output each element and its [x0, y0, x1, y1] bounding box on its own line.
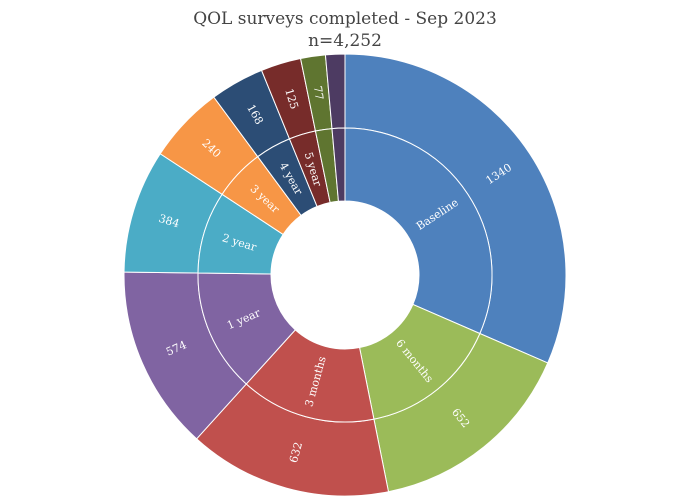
value-label-3-months: 632 [287, 441, 305, 465]
chart-subtitle: n=4,252 [308, 31, 382, 51]
outer-ring [123, 53, 567, 497]
inner-segment-unnamed-9 [331, 127, 346, 202]
inner-ring [197, 127, 493, 423]
value-label-unnamed-8: 77 [311, 85, 326, 101]
chart-title: QOL surveys completed - Sep 2023 [193, 9, 497, 29]
inner-segment-baseline [344, 127, 493, 335]
value-label-5-year: 125 [282, 87, 301, 111]
inner-segment-6-months [358, 303, 481, 420]
value-label-2-year: 384 [157, 212, 181, 231]
